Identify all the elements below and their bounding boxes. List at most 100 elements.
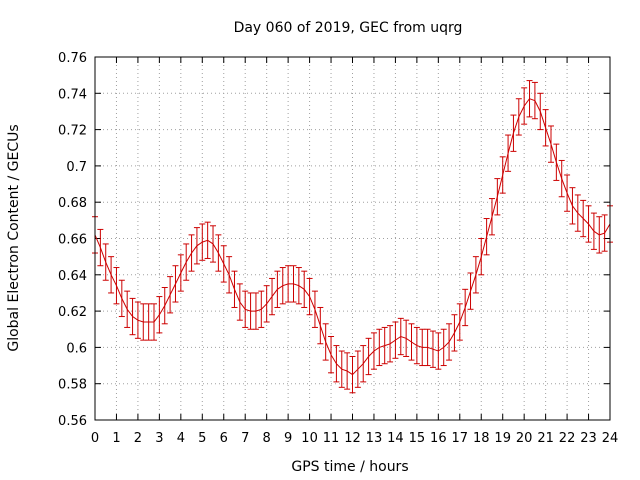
error-bar: [387, 325, 394, 363]
error-bar: [242, 290, 249, 328]
error-bar: [542, 109, 549, 147]
x-tick-label: 0: [91, 431, 99, 446]
y-tick-label: 0.62: [58, 305, 87, 320]
error-bar: [151, 303, 158, 341]
error-bar: [226, 256, 233, 294]
x-tick-label: 4: [177, 431, 185, 446]
x-tick-label: 5: [198, 431, 206, 446]
error-bar: [531, 81, 538, 120]
error-bar: [585, 205, 592, 243]
x-tick-label: 15: [409, 431, 426, 446]
error-bar: [156, 296, 163, 334]
x-tick-label: 10: [301, 431, 318, 446]
error-bar: [424, 328, 431, 367]
error-bar: [537, 92, 544, 131]
error-bar: [505, 134, 512, 172]
y-tick-label: 0.56: [58, 414, 87, 429]
error-bar: [161, 287, 168, 325]
error-bar: [488, 198, 495, 236]
error-bar: [124, 290, 131, 328]
x-axis-label: GPS time / hours: [291, 459, 408, 475]
error-bar: [108, 256, 115, 294]
x-tick-label: 1: [112, 431, 120, 446]
error-bar: [231, 270, 238, 308]
x-tick-label: 14: [387, 431, 404, 446]
error-bar: [515, 98, 522, 136]
error-bar: [258, 290, 265, 328]
error-bar: [172, 265, 179, 303]
error-bar: [419, 328, 426, 367]
error-bar: [392, 321, 399, 359]
x-tick-label: 18: [473, 431, 490, 446]
error-bar: [553, 143, 560, 181]
error-bar: [429, 330, 436, 368]
error-bar: [252, 292, 259, 330]
error-bar: [365, 337, 372, 376]
axis-ticks: 0 1 2 3 4 5 6 7 8 9 10 11 12 13 14 15 16 17 18 19 20 21 22 23 24…: [58, 51, 618, 446]
error-bar: [521, 87, 528, 125]
error-bar: [322, 323, 329, 361]
x-tick-label: 11: [323, 431, 340, 446]
data-series: [92, 80, 613, 394]
error-bar: [301, 270, 308, 308]
y-tick-label: 0.6: [66, 341, 87, 356]
y-tick-label: 0.7: [66, 160, 87, 175]
y-tick-label: 0.74: [58, 87, 87, 102]
error-bar: [499, 156, 506, 194]
error-bar: [97, 228, 104, 267]
x-tick-label: 2: [134, 431, 142, 446]
error-bar: [290, 265, 297, 303]
error-bar: [456, 303, 463, 341]
error-bar: [193, 227, 200, 265]
x-tick-label: 23: [580, 431, 597, 446]
error-bar: [564, 174, 571, 212]
error-bar: [408, 323, 415, 361]
error-bar: [295, 267, 302, 305]
error-bar: [285, 265, 292, 303]
error-bar: [467, 272, 474, 310]
error-bar: [263, 285, 270, 323]
error-bar: [580, 199, 587, 238]
x-tick-label: 16: [430, 431, 447, 446]
error-bar: [102, 243, 109, 281]
error-bar: [472, 256, 479, 294]
y-tick-label: 0.72: [58, 124, 87, 139]
error-bar: [247, 292, 254, 330]
x-tick-label: 8: [263, 431, 271, 446]
y-tick-label: 0.76: [58, 51, 87, 66]
error-bar: [547, 125, 554, 163]
x-tick-label: 20: [516, 431, 533, 446]
y-tick-label: 0.68: [58, 196, 87, 211]
error-bar: [494, 178, 501, 216]
error-bar: [446, 323, 453, 361]
error-bar: [210, 225, 217, 263]
chart-title: Day 060 of 2019, GEC from uqrg: [234, 20, 463, 36]
error-bar: [279, 267, 286, 305]
x-tick-label: 19: [494, 431, 511, 446]
error-bar: [526, 80, 533, 118]
error-bar: [376, 328, 383, 367]
error-bar: [199, 223, 206, 261]
error-bar: [317, 306, 324, 345]
error-bar: [215, 234, 222, 272]
error-bar: [177, 254, 184, 292]
x-tick-label: 21: [537, 431, 554, 446]
error-bar: [145, 303, 152, 341]
error-bar: [354, 350, 361, 388]
x-tick-label: 22: [559, 431, 576, 446]
error-bar: [397, 317, 404, 356]
error-bar: [129, 297, 136, 336]
error-bar: [269, 277, 276, 316]
error-bar: [306, 277, 313, 316]
error-bar: [349, 355, 356, 394]
error-bar: [113, 267, 120, 305]
error-bar: [360, 345, 367, 383]
error-bar: [370, 332, 377, 370]
x-tick-label: 12: [344, 431, 361, 446]
error-bar: [403, 319, 410, 357]
y-tick-label: 0.66: [58, 233, 87, 248]
error-bar: [483, 218, 490, 256]
error-bar: [311, 290, 318, 328]
error-bar: [601, 214, 608, 252]
